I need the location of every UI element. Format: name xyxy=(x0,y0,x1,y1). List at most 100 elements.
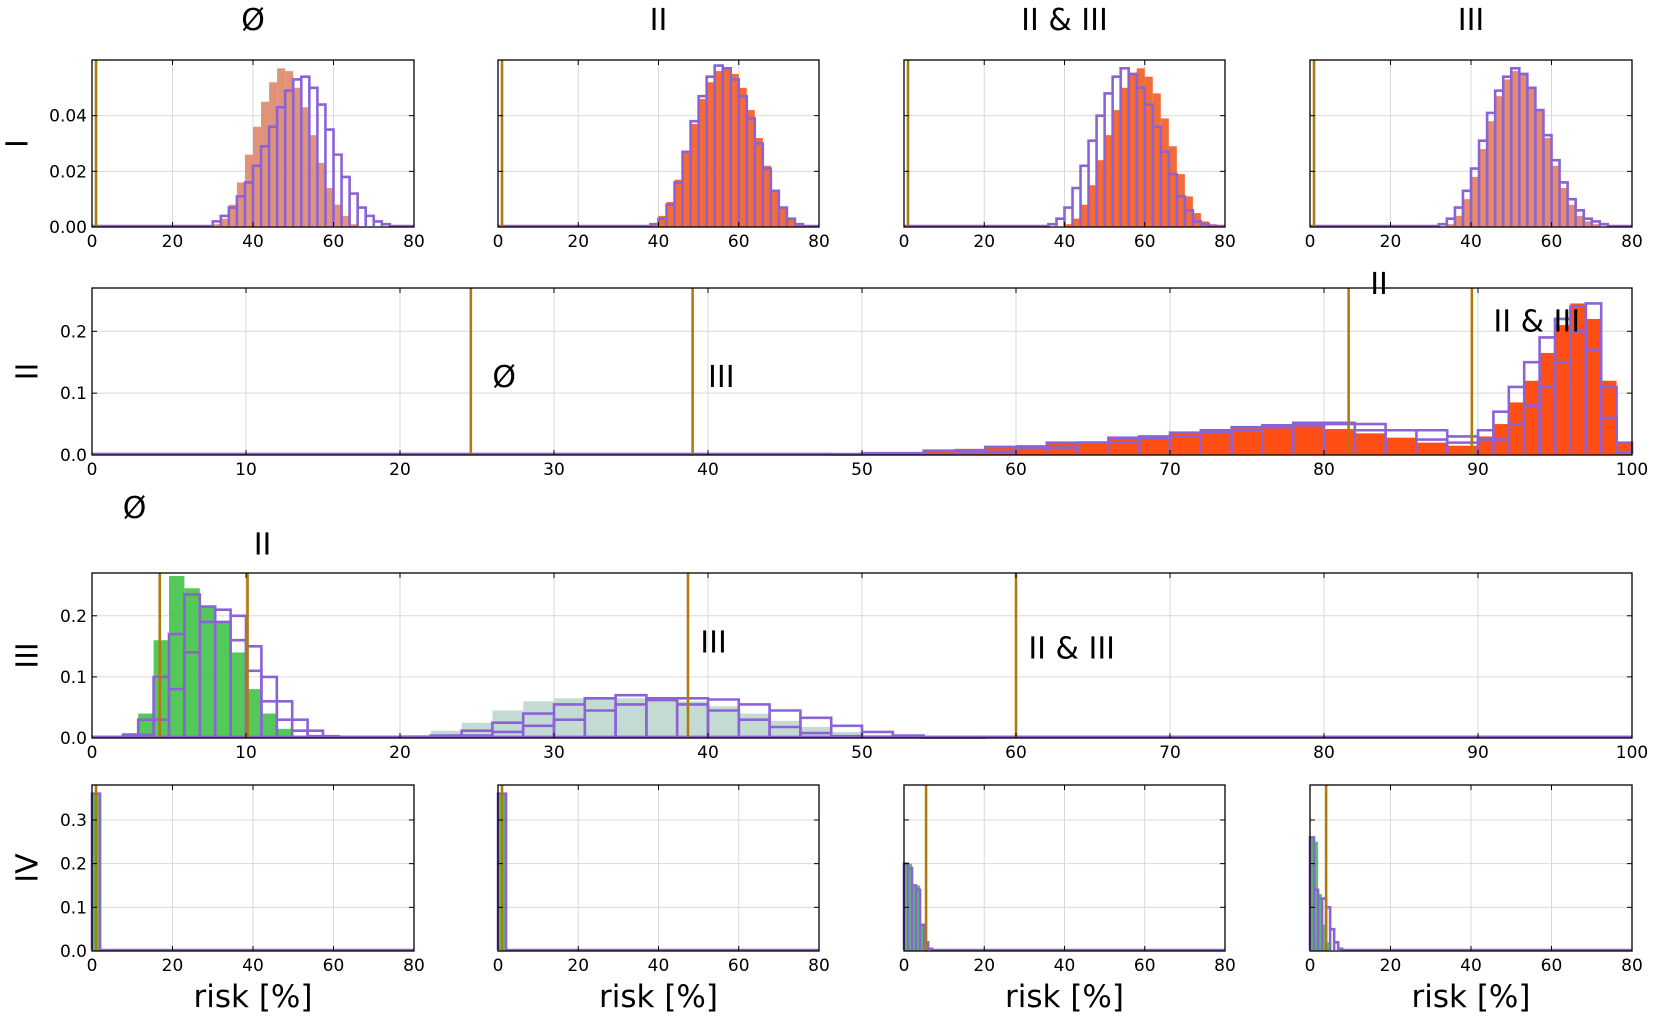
hist-bar xyxy=(1170,433,1201,455)
x-tick-label: 80 xyxy=(1214,956,1236,976)
hist-bar xyxy=(1136,68,1145,227)
annotation-label: II xyxy=(254,528,272,563)
panel-title: II xyxy=(650,3,668,38)
x-tick-label: 40 xyxy=(697,460,719,480)
hist-bar xyxy=(1064,224,1073,227)
hist-bar xyxy=(1088,185,1097,227)
hist-bar xyxy=(730,73,739,228)
x-tick-label: 90 xyxy=(1467,743,1489,763)
x-tick-label: 60 xyxy=(1134,956,1156,976)
hist-bar xyxy=(658,215,667,227)
hist-bar xyxy=(908,863,913,951)
panel-r4c3: 0 20 40 60 80 risk [%] xyxy=(899,784,1236,1015)
hist-bar xyxy=(920,924,925,951)
x-tick-label: 40 xyxy=(242,232,264,252)
hist-bar xyxy=(738,87,747,227)
hist-bar xyxy=(293,87,302,227)
x-tick-label: 60 xyxy=(728,956,750,976)
hist-bar xyxy=(261,101,270,227)
hist-bar xyxy=(244,154,253,227)
panel-r4c2: 0 20 40 60 80 risk [%] xyxy=(493,784,830,1015)
hist-bar xyxy=(153,640,169,738)
step-histogram xyxy=(92,75,414,228)
x-tick-label: 70 xyxy=(1159,743,1181,763)
hist-bar xyxy=(1555,325,1571,455)
hist-bar xyxy=(333,204,342,227)
hist-bar xyxy=(1144,76,1153,227)
hist-bar xyxy=(1293,425,1324,455)
hist-bar xyxy=(1192,213,1201,227)
hist-bar xyxy=(492,710,524,738)
hist-bar xyxy=(1527,87,1536,227)
x-tick-label: 0 xyxy=(87,232,98,252)
hist-bar xyxy=(220,218,229,227)
hist-bar xyxy=(1575,215,1584,227)
hist-bar xyxy=(1231,427,1263,455)
hist-bar xyxy=(1160,118,1169,227)
x-tick-label: 60 xyxy=(1005,743,1027,763)
panel-title: III xyxy=(1458,3,1485,38)
hist-bar xyxy=(794,224,803,227)
x-tick-label: 40 xyxy=(1054,232,1076,252)
hist-bar xyxy=(317,162,326,227)
hist-bar xyxy=(1120,87,1129,227)
x-tick-label: 60 xyxy=(1541,232,1563,252)
hist-bar xyxy=(1570,303,1586,455)
y-tick-label: 0.00 xyxy=(49,218,87,238)
hist-bar xyxy=(1535,110,1544,227)
hist-bar xyxy=(277,68,286,227)
hist-bar xyxy=(230,652,246,738)
hist-bar xyxy=(215,621,231,738)
x-tick-label: 80 xyxy=(403,956,425,976)
x-tick-label: 20 xyxy=(973,956,995,976)
x-tick-label: 20 xyxy=(973,232,995,252)
x-tick-label: 60 xyxy=(1005,460,1027,480)
hist-bar xyxy=(1543,137,1552,227)
hist-bar xyxy=(1539,352,1555,455)
hist-bar xyxy=(523,701,554,738)
row-label: I xyxy=(1,139,36,148)
y-tick-label: 0.0 xyxy=(60,446,87,466)
hist-bar xyxy=(1583,221,1592,227)
x-tick-label: 60 xyxy=(728,232,750,252)
hist-bar xyxy=(682,151,691,227)
panel-r1c1: 0 20 40 60 80 0.00 0.02 0.04 Ø I xyxy=(1,3,425,252)
x-axis-label: risk [%] xyxy=(1412,979,1531,1015)
x-tick-label: 0 xyxy=(1305,956,1316,976)
hist-bar xyxy=(1310,837,1315,951)
y-tick-label: 0.0 xyxy=(60,729,87,749)
hist-bar xyxy=(786,218,795,227)
x-tick-label: 40 xyxy=(697,743,719,763)
x-tick-label: 20 xyxy=(1380,956,1402,976)
hist-bar xyxy=(1508,402,1525,455)
panel-r4c4: 0 20 40 60 80 risk [%] xyxy=(1305,784,1643,1015)
hist-bar xyxy=(1354,433,1386,455)
x-tick-label: 50 xyxy=(851,743,873,763)
hist-bar xyxy=(1519,73,1528,228)
x-tick-label: 0 xyxy=(899,232,910,252)
hist-bar xyxy=(1503,79,1512,227)
hist-bar xyxy=(1385,437,1417,455)
hist-bar xyxy=(714,71,723,227)
x-tick-label: 80 xyxy=(1621,232,1643,252)
panel-title: II & III xyxy=(1021,3,1108,38)
annotation-label: II & III xyxy=(1493,304,1580,339)
x-tick-label: 60 xyxy=(323,232,345,252)
hist-bar xyxy=(1318,894,1323,951)
hist-bar xyxy=(269,82,278,228)
hist-bar xyxy=(1200,430,1232,455)
x-tick-label: 60 xyxy=(1541,956,1563,976)
hist-bar xyxy=(276,728,293,738)
hist-bar xyxy=(1591,224,1600,227)
x-tick-label: 40 xyxy=(1460,232,1482,252)
hist-bar xyxy=(769,720,801,738)
hist-bar xyxy=(690,124,699,227)
x-tick-label: 80 xyxy=(1313,460,1335,480)
hist-bar xyxy=(706,82,715,228)
hist-bar xyxy=(746,110,755,227)
step-histogram xyxy=(904,67,1225,228)
hist-bar xyxy=(1567,204,1576,227)
hist-bar xyxy=(1168,146,1177,227)
step-histogram xyxy=(498,64,819,228)
y-tick-label: 0.2 xyxy=(60,855,87,875)
